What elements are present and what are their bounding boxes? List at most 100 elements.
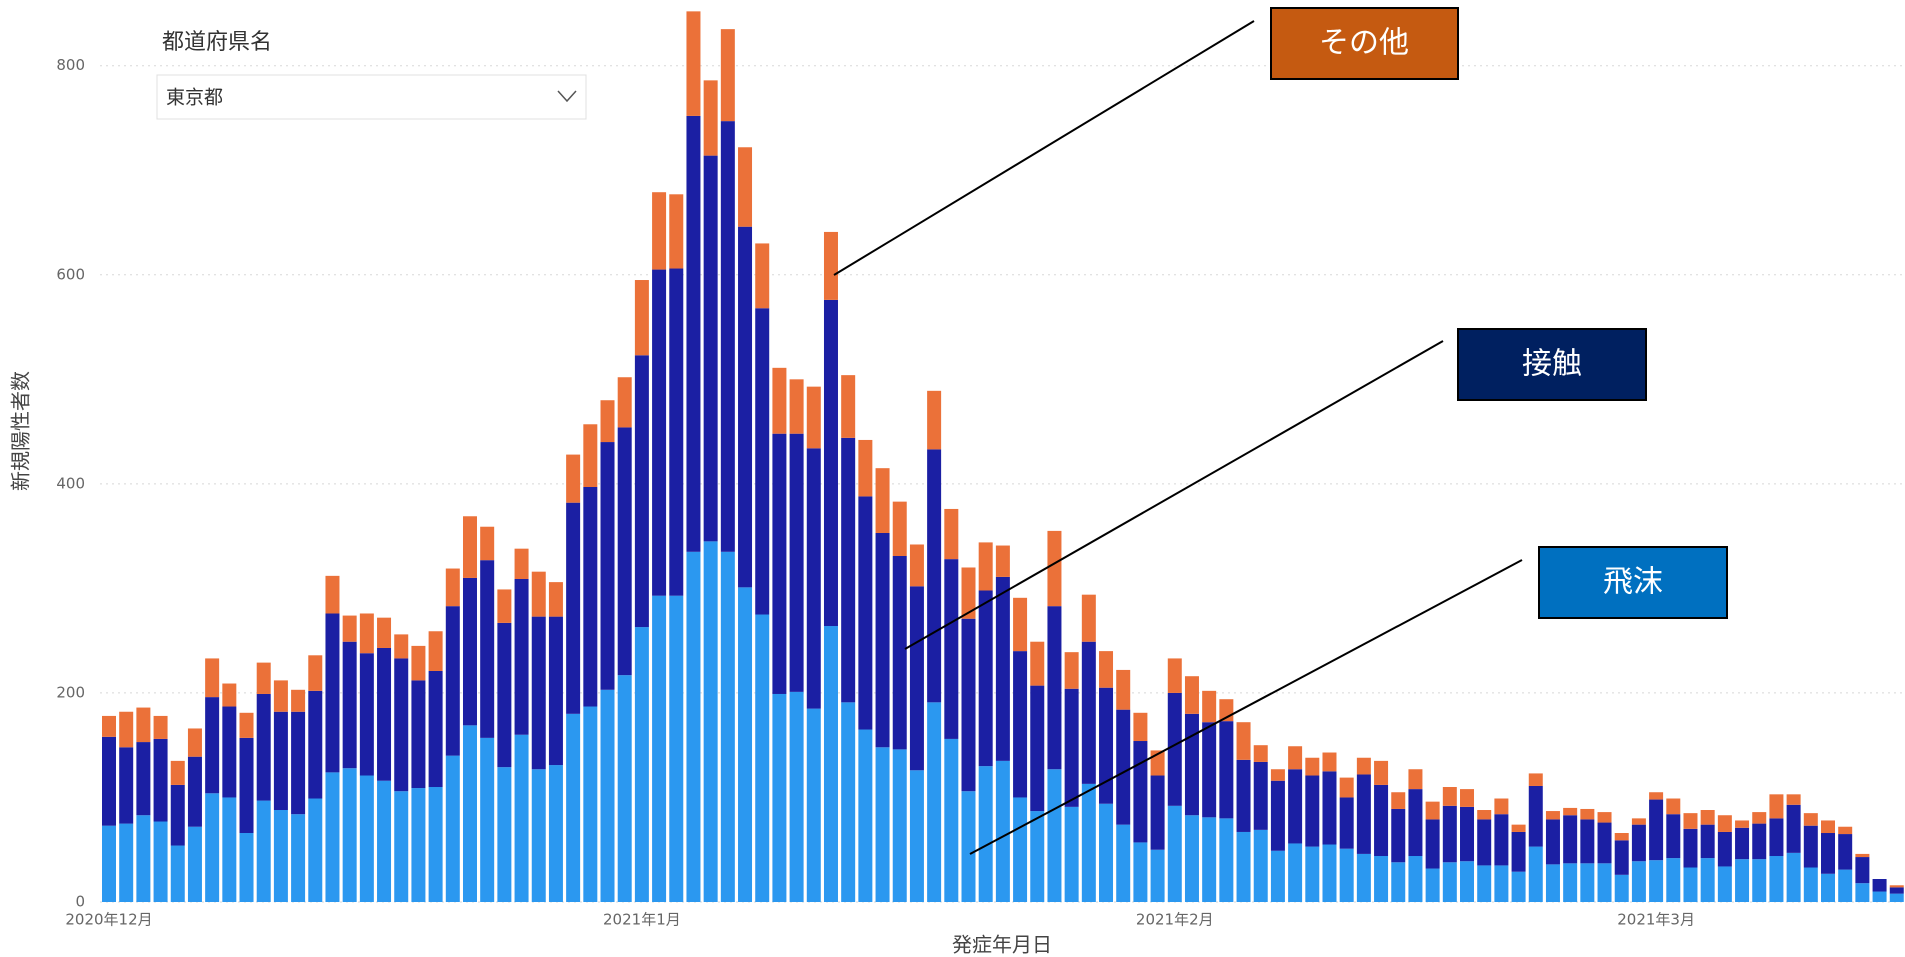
- bar-segment: [445, 606, 460, 756]
- slicer-box[interactable]: [156, 74, 587, 120]
- bar-segment: [1150, 849, 1165, 902]
- bar-segment: [1133, 712, 1148, 742]
- bar-segment: [1081, 641, 1096, 784]
- bar-segment: [978, 766, 993, 902]
- bar-segment: [1408, 769, 1423, 790]
- bar-segment: [1821, 873, 1835, 902]
- bar-segment: [1528, 846, 1543, 902]
- bar-segment: [617, 675, 632, 902]
- bar-segment: [875, 468, 890, 533]
- bar-segment: [1184, 676, 1199, 714]
- bar-segment: [1494, 798, 1509, 815]
- bar-segment: [1700, 858, 1715, 902]
- bar-segment: [634, 280, 649, 356]
- bar-segment: [1356, 774, 1371, 854]
- bar-segment: [1202, 817, 1217, 902]
- bar-segment: [1322, 771, 1337, 845]
- bar-segment: [1786, 804, 1801, 853]
- bar-segment: [617, 377, 632, 428]
- bar-segment: [119, 823, 134, 902]
- bar-segment: [823, 231, 838, 300]
- bar-segment: [1425, 868, 1440, 902]
- callout-box: [1270, 7, 1459, 80]
- bar-segment: [291, 689, 306, 712]
- bar-segment: [652, 595, 667, 902]
- bar-segment: [291, 814, 306, 902]
- bar-segment: [273, 711, 288, 811]
- bar-segment: [1580, 808, 1595, 820]
- bar-segment: [806, 448, 821, 709]
- bar-segment: [1133, 741, 1148, 843]
- x-tick-label: 2020年12月: [65, 911, 152, 929]
- x-tick-label: 2021年3月: [1617, 911, 1695, 929]
- bar-segment: [978, 590, 993, 767]
- callout-line: [969, 559, 1523, 855]
- bar-segment: [1184, 713, 1199, 816]
- bar-segment: [1631, 861, 1646, 902]
- y-tick-label: 200: [56, 683, 85, 701]
- bar-segment: [686, 551, 701, 902]
- bar-segment: [153, 738, 168, 822]
- bar-segment: [308, 798, 323, 902]
- bar-segment: [1631, 818, 1646, 825]
- bar-segment: [944, 738, 959, 902]
- bar-segment: [1099, 651, 1114, 688]
- bar-segment: [927, 390, 942, 450]
- bar-segment: [909, 770, 924, 902]
- bar-segment: [308, 655, 323, 691]
- bar-segment: [256, 662, 271, 694]
- bar-segment: [1339, 797, 1354, 849]
- bar-segment: [222, 797, 237, 902]
- bar-segment: [841, 437, 856, 703]
- bar-segment: [1442, 787, 1457, 806]
- bar-segment: [480, 526, 495, 561]
- bar-segment: [1391, 808, 1406, 863]
- bar-segment: [995, 576, 1010, 761]
- bar-segment: [136, 707, 151, 743]
- bar-segment: [1597, 863, 1612, 902]
- bar-segment: [1649, 799, 1664, 861]
- bar-segment: [617, 427, 632, 676]
- bar-segment: [789, 379, 804, 434]
- bar-segment: [1683, 867, 1698, 902]
- bar-segment: [875, 532, 890, 748]
- bar-segment: [273, 680, 288, 712]
- bar-segment: [377, 617, 392, 648]
- bar-segment: [961, 567, 976, 619]
- bar-segment: [600, 689, 615, 902]
- callout-label: 飛沫: [1603, 565, 1663, 600]
- bar-segment: [1288, 843, 1303, 902]
- bar-segment: [1442, 805, 1457, 863]
- bar-segment: [1339, 848, 1354, 902]
- bar-segment: [1614, 874, 1629, 902]
- bar-segment: [600, 442, 615, 690]
- bar-segment: [205, 697, 220, 794]
- bar-segment: [1322, 844, 1337, 902]
- bar-segment: [1288, 769, 1303, 844]
- bar-segment: [1425, 819, 1440, 869]
- bar-segment: [256, 800, 271, 902]
- bar-segment: [1030, 641, 1045, 686]
- chevron: [557, 90, 577, 103]
- plot: 0 200 400 600 800 2020年12月 2021年1月 2021年2月 2021年…: [56, 11, 1905, 929]
- bar-segment: [583, 486, 598, 707]
- bar-segment: [497, 589, 512, 623]
- bar-segment: [239, 712, 254, 738]
- bar-segment: [652, 269, 667, 596]
- bar-segment: [1683, 828, 1698, 868]
- bar-segment: [256, 693, 271, 801]
- bar-segment: [1442, 862, 1457, 902]
- bar-segment: [566, 502, 581, 714]
- callout-box: [1457, 328, 1647, 401]
- bar-segment: [772, 693, 787, 902]
- bar-segment: [428, 787, 443, 902]
- bar-segment: [944, 508, 959, 560]
- bar-segment: [1889, 887, 1904, 894]
- bar-segment: [1631, 824, 1646, 862]
- bar-segment: [927, 702, 942, 902]
- bar-segment: [1717, 815, 1732, 832]
- bar-segment: [1236, 722, 1251, 760]
- bar-segment: [1735, 820, 1750, 828]
- bar-segment: [1511, 831, 1526, 872]
- bar-segment: [239, 737, 254, 834]
